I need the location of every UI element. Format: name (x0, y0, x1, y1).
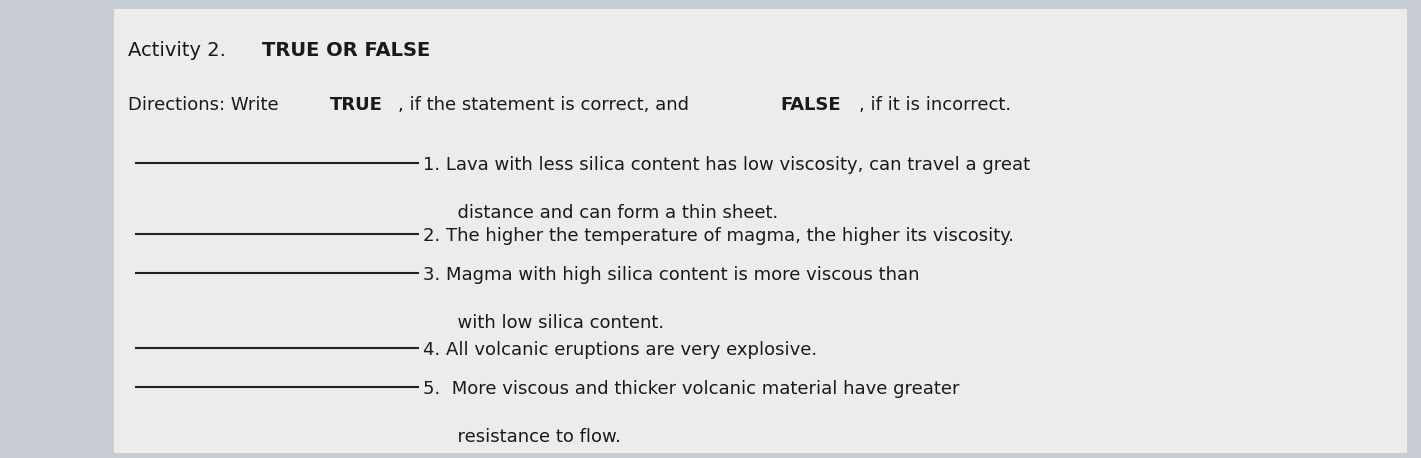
Text: resistance to flow.: resistance to flow. (423, 428, 621, 446)
Text: 2. The higher the temperature of magma, the higher its viscosity.: 2. The higher the temperature of magma, … (423, 227, 1015, 245)
Text: with low silica content.: with low silica content. (423, 314, 665, 332)
FancyBboxPatch shape (114, 9, 1407, 453)
Text: , if the statement is correct, and: , if the statement is correct, and (398, 96, 695, 114)
Text: TRUE OR FALSE: TRUE OR FALSE (263, 41, 431, 60)
Text: distance and can form a thin sheet.: distance and can form a thin sheet. (423, 204, 779, 222)
Text: 4. All volcanic eruptions are very explosive.: 4. All volcanic eruptions are very explo… (423, 341, 817, 359)
Text: 3. Magma with high silica content is more viscous than: 3. Magma with high silica content is mor… (423, 266, 919, 284)
Text: TRUE: TRUE (330, 96, 382, 114)
Text: , if it is incorrect.: , if it is incorrect. (860, 96, 1012, 114)
Text: FALSE: FALSE (780, 96, 841, 114)
Text: Directions: Write: Directions: Write (128, 96, 284, 114)
Text: 1. Lava with less silica content has low viscosity, can travel a great: 1. Lava with less silica content has low… (423, 156, 1030, 174)
Text: 5.  More viscous and thicker volcanic material have greater: 5. More viscous and thicker volcanic mat… (423, 380, 961, 398)
Text: Activity 2.: Activity 2. (128, 41, 232, 60)
